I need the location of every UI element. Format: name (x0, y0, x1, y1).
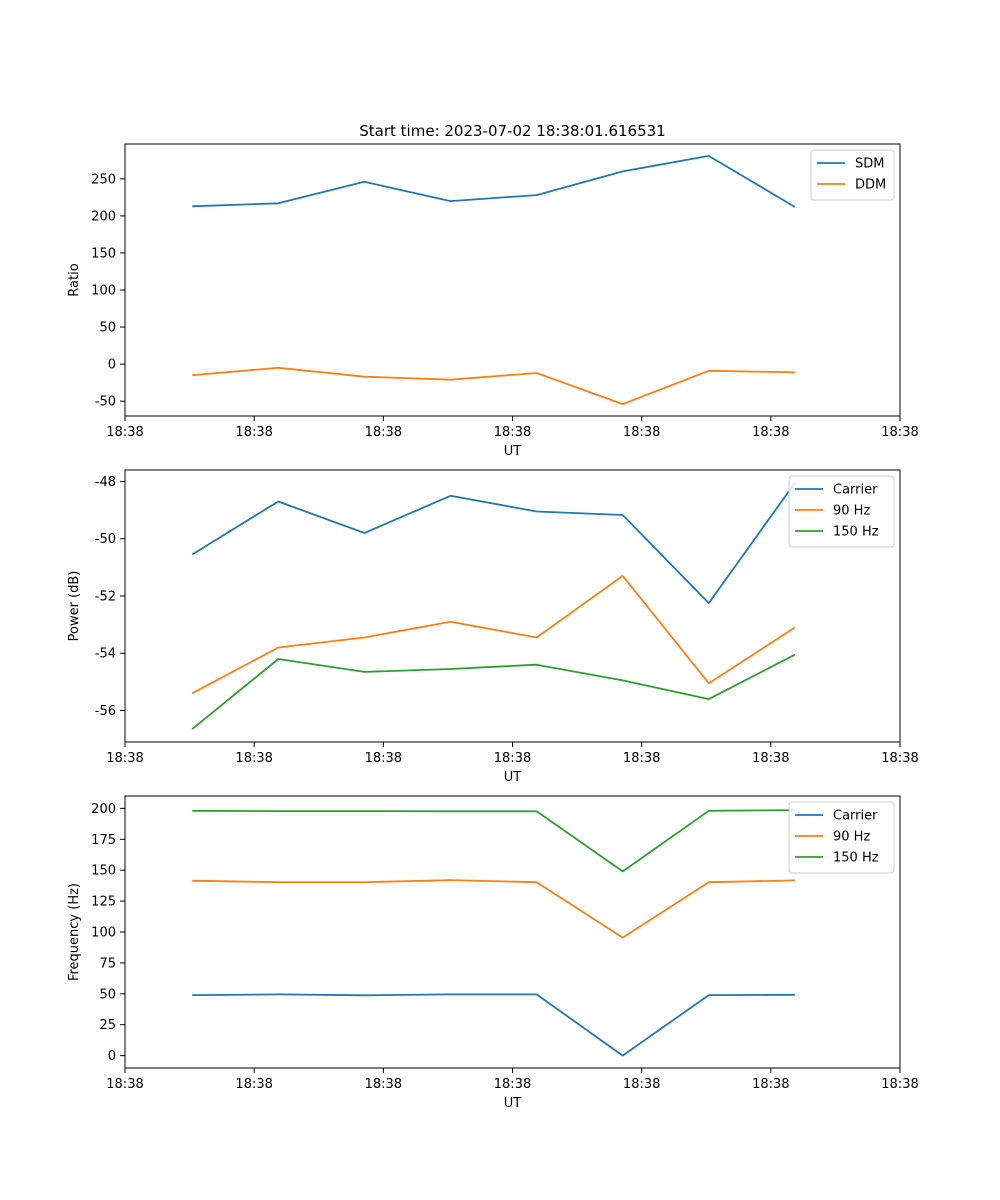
y-axis-label: Ratio (67, 263, 82, 296)
x-tick-label: 18:38 (235, 1077, 272, 1092)
y-tick-label: 75 (99, 956, 116, 971)
series-line-sdm (192, 154, 796, 208)
x-tick-label: 18:38 (752, 751, 789, 766)
y-tick-label: 200 (91, 802, 116, 817)
x-axis-label: UT (504, 1096, 522, 1111)
y-axis-label: Power (dB) (67, 571, 82, 642)
x-tick-label: 18:38 (752, 425, 789, 440)
x-tick-label: 18:38 (235, 751, 272, 766)
legend: Carrier 90 Hz 150 Hz (788, 801, 895, 874)
panel-2: 18:38 18:38 18:38 18:38 18:38 18:38 18:38 -56 -5… (67, 469, 919, 785)
y-tick-label: 250 (91, 172, 116, 187)
chart-title: Start time: 2023-07-02 18:38:01.616531 (359, 122, 665, 140)
panel-1: 18:38 18:38 18:38 18:38 18:38 18:38 18:38 -50 0 5… (67, 122, 919, 459)
y-tick-label: 100 (91, 284, 116, 299)
x-tick-label: 18:38 (494, 1077, 531, 1092)
series-line-150-hz (192, 809, 795, 873)
y-tick-label: -48 (95, 475, 116, 490)
series-line-ddm (192, 366, 795, 406)
y-tick-label: 175 (91, 833, 116, 848)
y-tick-label: 100 (91, 926, 116, 941)
legend-label: SDM (855, 157, 884, 172)
x-tick-label: 18:38 (623, 1077, 660, 1092)
legend-label: 90 Hz (833, 830, 870, 845)
x-tick-label: 18:38 (365, 751, 402, 766)
legend: Carrier 90 Hz 150 Hz (788, 475, 895, 548)
x-tick-label: 18:38 (494, 751, 531, 766)
legend-label: Carrier (833, 483, 878, 498)
legend: SDM DDM (810, 149, 895, 201)
x-tick-label: 18:38 (623, 751, 660, 766)
legend-box (788, 801, 895, 874)
series-line-carrier (191, 482, 796, 604)
x-tick-label: 18:38 (106, 751, 143, 766)
x-tick-label: 18:38 (752, 1077, 789, 1092)
y-tick-label: 25 (99, 1018, 116, 1033)
y-tick-label: 0 (108, 358, 116, 373)
y-tick-label: -52 (95, 589, 116, 604)
x-axis-label: UT (504, 444, 522, 459)
x-tick-label: 18:38 (106, 425, 143, 440)
x-tick-label: 18:38 (881, 1077, 918, 1092)
series-line-90-hz (191, 575, 796, 695)
y-tick-label: 0 (108, 1049, 116, 1064)
y-tick-label: 150 (91, 864, 116, 879)
x-tick-label: 18:38 (881, 425, 918, 440)
x-tick-label: 18:38 (365, 1077, 402, 1092)
legend-box (788, 475, 895, 548)
legend-label: DDM (855, 178, 886, 193)
x-tick-label: 18:38 (623, 425, 660, 440)
panel-3: 18:38 18:38 18:38 18:38 18:38 18:38 18:38 0 25 50… (67, 795, 919, 1111)
legend-label: 150 Hz (833, 851, 879, 866)
legend-label: 150 Hz (833, 525, 879, 540)
series-line-90-hz (192, 879, 795, 939)
y-tick-label: -56 (95, 704, 116, 719)
y-tick-label: -50 (95, 532, 116, 547)
y-axis-label: Frequency (Hz) (67, 883, 82, 981)
series-line-carrier (192, 993, 795, 1057)
y-tick-label: -50 (95, 395, 116, 410)
panels: 18:38 18:38 18:38 18:38 18:38 18:38 18:38 -50 0 5… (67, 122, 919, 1111)
y-tick-label: -54 (95, 647, 116, 662)
legend-label: Carrier (833, 809, 878, 824)
y-tick-label: 50 (99, 987, 116, 1002)
x-tick-label: 18:38 (881, 751, 918, 766)
x-tick-label: 18:38 (235, 425, 272, 440)
x-tick-label: 18:38 (365, 425, 402, 440)
y-tick-label: 150 (91, 246, 116, 261)
y-tick-label: 125 (91, 895, 116, 910)
legend-label: 90 Hz (833, 504, 870, 519)
y-tick-label: 200 (91, 209, 116, 224)
x-tick-label: 18:38 (494, 425, 531, 440)
x-tick-label: 18:38 (106, 1077, 143, 1092)
y-tick-label: 50 (99, 321, 116, 336)
x-axis-label: UT (504, 770, 522, 785)
series-line-150-hz (191, 653, 796, 730)
